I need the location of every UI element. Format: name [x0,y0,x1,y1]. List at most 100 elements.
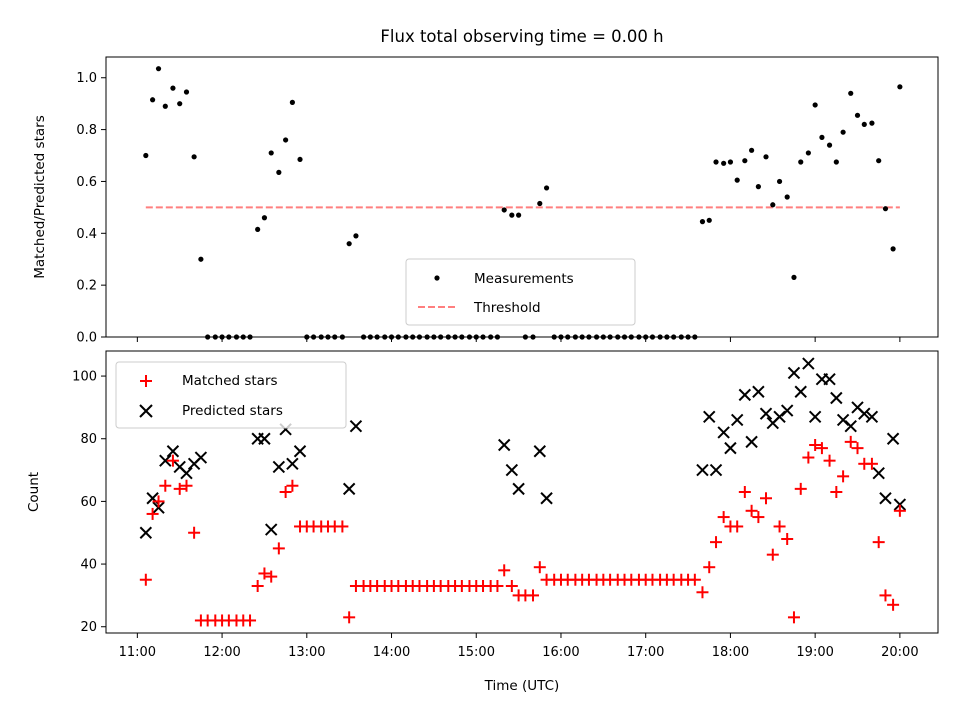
bottom-y-tick-label: 100 [72,370,97,385]
top-axes-frame [105,56,939,338]
predicted-point [802,357,815,370]
predicted-point [780,404,794,417]
bottom-y-tick-label: 40 [80,558,97,573]
measurement-point [721,160,727,166]
predicted-point [194,451,208,464]
measurement-point [170,85,176,91]
measurement-point [791,274,797,280]
legend-matched-marker [140,375,152,387]
measurement-point [149,97,156,103]
matched-point [703,561,716,574]
x-tick-label: 19:00 [796,645,833,660]
x-tick-label: 17:00 [627,645,664,660]
legend-measurements-label: Measurements [474,271,574,287]
x-tick-label: 18:00 [712,645,749,660]
predicted-point [823,372,836,386]
predicted-point [265,523,278,536]
predicted-point [159,454,172,467]
measurement-point [509,212,515,218]
measurement-point [876,158,882,164]
predicted-point [166,445,180,458]
matched-point [286,479,299,492]
predicted-point [540,492,553,505]
matched-point [258,567,271,580]
bottom-axes-frame [105,350,939,634]
matched-point [745,504,758,517]
measurement-point [537,200,543,207]
bottom-y-tick-label: 20 [80,620,97,635]
x-tick-label: 11:00 [119,645,156,660]
predicted-point [139,526,153,539]
measurement-point [713,159,719,165]
matched-point [152,495,165,508]
matched-point [146,507,159,520]
predicted-point [738,388,752,402]
measurement-point [727,159,734,165]
measurement-point [784,194,790,200]
measurement-point [268,150,274,156]
measurement-point [143,152,149,159]
matched-point [491,580,504,592]
matched-point [872,536,885,549]
measurement-point [346,241,352,247]
x-axis-label: Time (UTC) [484,678,560,694]
measurement-point [805,150,811,156]
predicted-point [293,445,307,458]
predicted-point [808,410,822,424]
measurement-point [798,159,804,165]
matched-point [844,435,857,448]
matched-point [865,457,878,470]
predicted-point [886,432,900,445]
measurement-point [183,89,190,95]
predicted-point [759,407,773,420]
matched-point [272,542,285,555]
measurement-point [177,101,183,107]
matched-point [802,451,815,464]
chart-title: Flux total observing time = 0.00 h [380,27,663,46]
measurement-point [861,121,867,128]
measurement-point [869,120,875,126]
predicted-point [794,385,807,398]
measurement-point [763,154,769,160]
measurement-point [276,169,282,175]
predicted-point [498,438,511,452]
measurement-point [897,84,903,90]
measurement-point [854,112,861,118]
matched-point [710,536,723,549]
matched-point [159,479,172,492]
matched-point [533,561,546,574]
legend-measurements-marker [434,275,440,281]
measurement-point [255,226,261,233]
measurement-point [261,215,268,221]
matched-point [343,611,356,624]
measurement-point [734,177,740,183]
measurement-point [848,90,854,96]
predicted-point [893,498,907,511]
measurement-point [516,212,522,218]
predicted-point [830,391,843,405]
predicted-point [709,463,723,477]
measurement-point [706,217,712,223]
matched-point [887,598,900,611]
predicted-point [505,463,519,477]
matched-point [851,442,864,455]
matched-point [738,486,751,498]
matched-point [173,482,186,495]
predicted-point [258,432,271,445]
matched-point [731,520,744,533]
predicted-point [696,463,709,477]
bottom-y-axis-label: Count [26,472,42,512]
legend-predicted-marker [139,404,153,418]
x-tick-label: 15:00 [458,645,495,660]
predicted-point [872,466,885,480]
x-tick-label: 12:00 [203,645,240,660]
legend-threshold-label: Threshold [473,300,541,316]
measurement-point [162,103,168,109]
predicted-point [717,426,730,439]
measurement-point [289,99,295,105]
top-y-tick-label: 0.4 [76,227,97,242]
matched-point [879,589,892,602]
matched-point [166,454,179,467]
predicted-point [272,460,286,474]
